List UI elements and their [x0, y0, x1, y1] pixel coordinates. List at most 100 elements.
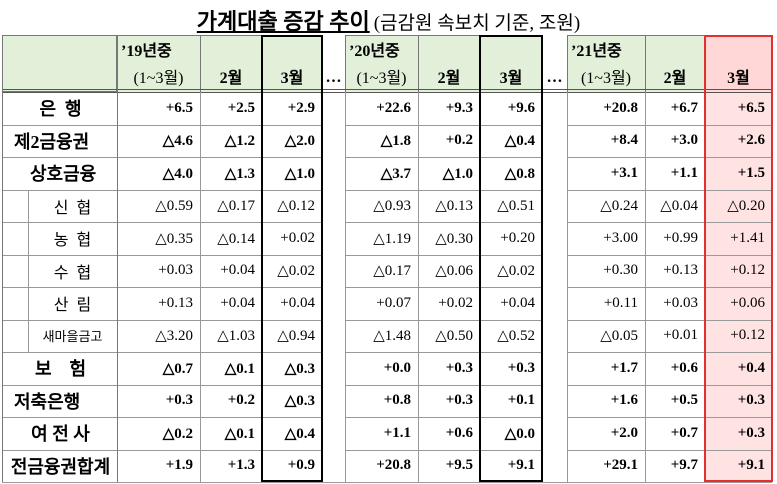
header-bg: [117, 35, 200, 92]
value-cell: △0.59: [117, 189, 200, 222]
value-cell: +2.0: [567, 417, 645, 450]
value-cell: +20.8: [567, 92, 645, 125]
title-bar: 가계대출 증감 추이 (금감원 속보치 기준, 조원): [0, 4, 777, 36]
row-line: [2, 124, 772, 126]
row-label: 수 협: [53, 264, 92, 282]
subtitle: (금감원 속보치 기준, 조원): [373, 13, 581, 34]
row-label: 상호금융: [30, 164, 97, 185]
value-cell: △1.2: [200, 124, 262, 157]
value-cell: △0.7: [117, 352, 200, 385]
highlight-box: [704, 35, 773, 482]
value-cell: +9.7: [645, 449, 705, 482]
row-label: 은 행: [39, 99, 82, 120]
value-cell: △1.8: [345, 124, 418, 157]
value-cell: △1.0: [418, 157, 480, 190]
value-cell: +0.07: [345, 287, 418, 320]
row-label: 보 험: [34, 359, 87, 380]
value-cell: △0.93: [345, 189, 418, 222]
row-label: 신 협: [53, 199, 92, 217]
value-cell: +1.9: [117, 449, 200, 482]
value-cell: +9.3: [418, 92, 480, 125]
value-cell: △0.17: [200, 189, 262, 222]
value-cell: +3.1: [567, 157, 645, 190]
row-label: 전금융권합계: [10, 456, 111, 477]
row-line: [2, 189, 772, 191]
value-cell: △3.20: [117, 319, 200, 352]
header-bg: [418, 35, 480, 92]
value-cell: +0.8: [345, 384, 418, 417]
value-cell: +0.6: [418, 417, 480, 450]
value-cell: △0.1: [200, 352, 262, 385]
row-label: 여 전 사: [31, 424, 90, 445]
row-line: [2, 319, 772, 321]
sub-label-box: [28, 222, 117, 255]
value-cell: +3.00: [567, 222, 645, 255]
value-cell: △0.17: [345, 254, 418, 287]
left-border: [2, 35, 3, 482]
column-header: 3월: [280, 69, 304, 87]
value-cell: +0.2: [200, 384, 262, 417]
header-bg: [567, 35, 645, 92]
sub-label-box: [28, 287, 117, 320]
row-line: [2, 157, 772, 158]
value-cell: +0.3: [418, 384, 480, 417]
column-header: 3월: [499, 69, 523, 87]
sub-label-box: [28, 254, 117, 287]
value-cell: △4.6: [117, 124, 200, 157]
value-cell: +1.6: [567, 384, 645, 417]
value-cell: +0.3: [418, 352, 480, 385]
value-cell: +0.7: [645, 417, 705, 450]
row-label: 새마을금고: [42, 329, 103, 345]
group-year: ’21년중: [571, 43, 622, 60]
value-cell: △1.03: [200, 319, 262, 352]
value-cell: +22.6: [345, 92, 418, 125]
separator: …: [546, 68, 563, 86]
value-cell: +29.1: [567, 449, 645, 482]
value-cell: +1.1: [645, 157, 705, 190]
value-cell: +0.04: [200, 287, 262, 320]
separator-bg: [543, 93, 567, 482]
column-header: 3월: [727, 69, 750, 87]
value-cell: △3.7: [345, 157, 418, 190]
header-bg: [645, 35, 705, 92]
row-line: [2, 417, 772, 418]
value-cell: △0.35: [117, 222, 200, 255]
value-cell: △0.04: [645, 189, 705, 222]
row-label: 산 림: [53, 297, 92, 315]
row-line: [2, 482, 772, 483]
column-header: (1~3월): [133, 69, 184, 87]
value-cell: +0.01: [645, 319, 705, 352]
value-cell: +0.6: [645, 352, 705, 385]
label-border: [117, 35, 118, 482]
column-header: 2월: [219, 69, 243, 87]
group-year: ’19년중: [121, 43, 172, 60]
header-bg: [2, 35, 117, 92]
value-cell: +20.8: [345, 449, 418, 482]
value-cell: +0.02: [418, 287, 480, 320]
value-cell: +3.0: [645, 124, 705, 157]
value-cell: △1.48: [345, 319, 418, 352]
value-cell: △1.3: [200, 157, 262, 190]
value-cell: +0.5: [645, 384, 705, 417]
title: 가계대출 증감 추이: [196, 9, 370, 34]
value-cell: △0.06: [418, 254, 480, 287]
value-cell: +0.04: [200, 254, 262, 287]
row-line: [2, 384, 772, 386]
value-cell: +0.30: [567, 254, 645, 287]
highlight-box: [479, 35, 543, 482]
value-cell: △0.30: [418, 222, 480, 255]
value-cell: △0.14: [200, 222, 262, 255]
row-line: [2, 449, 772, 451]
value-cell: △0.13: [418, 189, 480, 222]
header-bg: [345, 35, 418, 92]
value-cell: +0.99: [645, 222, 705, 255]
header-line: [2, 89, 772, 93]
value-cell: +0.03: [117, 254, 200, 287]
column-header: (1~3월): [580, 69, 632, 87]
row-line: [2, 287, 772, 288]
value-cell: +0.11: [567, 287, 645, 320]
value-cell: △0.2: [117, 417, 200, 450]
value-cell: +0.03: [645, 287, 705, 320]
separator: …: [325, 68, 342, 86]
